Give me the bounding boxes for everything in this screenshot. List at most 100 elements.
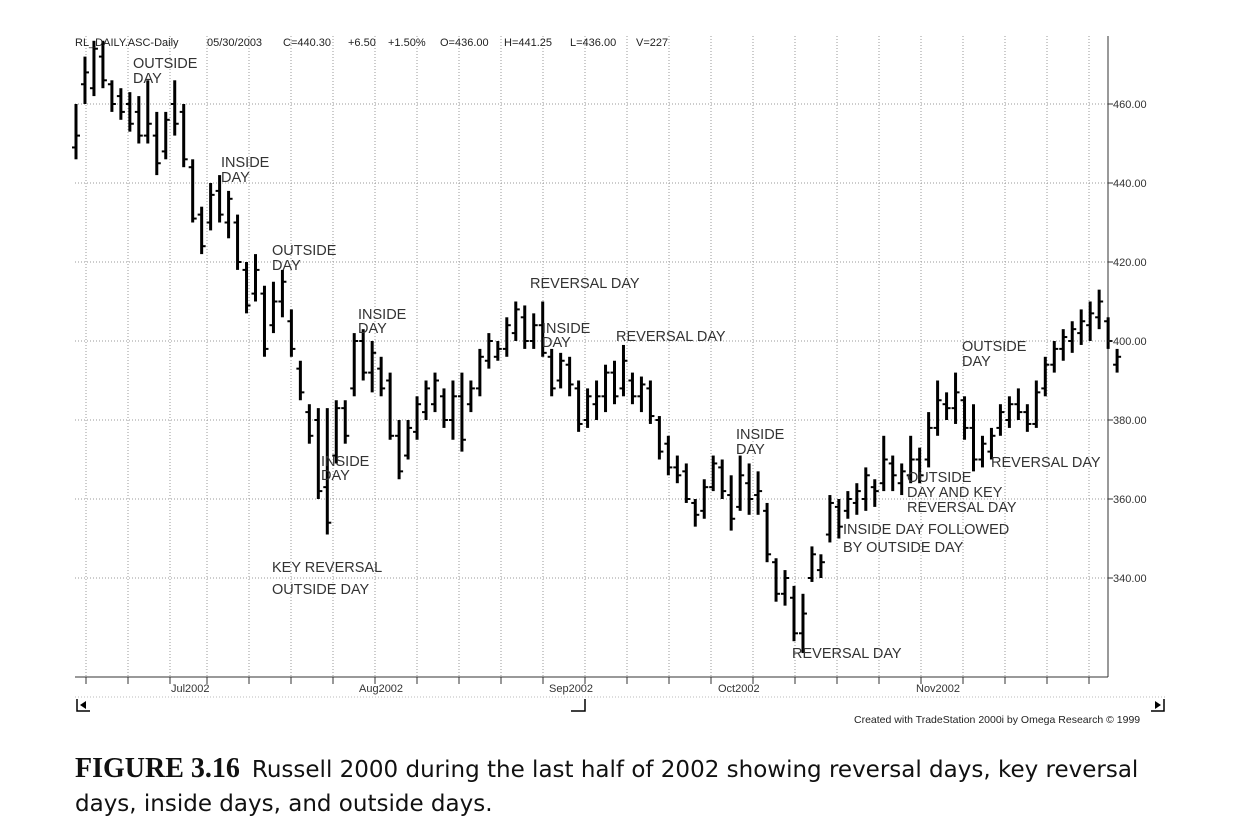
ohlc-bar [565,356,574,397]
annotation-label: OUTSIDE [962,339,1027,355]
header-volume: V=227 [636,37,668,49]
scroll-thumb[interactable] [571,699,586,712]
y-tick-label: 340.00 [1113,573,1147,585]
ohlc-bar [709,455,718,492]
ohlc-bar [395,420,404,480]
ohlc-bar [906,435,915,484]
arrow-left-icon [80,701,86,709]
ohlc-bar [727,475,736,531]
ohlc-bar [1104,317,1113,349]
ohlc-bar [682,463,691,503]
ohlc-bar [152,111,161,176]
ohlc-bar [197,206,206,255]
annotation-label: DAY [962,354,991,370]
header-symbol: RL_DAILY.ASC-Daily [75,37,179,49]
scrollbar[interactable] [75,696,1165,712]
ohlc-bar [484,333,493,369]
ohlc-bar [278,269,287,318]
annotation-label: INSIDE [736,427,785,443]
ohlc-bar [404,420,413,460]
ohlc-bar [233,214,242,270]
annotation-label: DAY [358,321,387,337]
annotation-label: REVERSAL DAY [530,276,640,292]
annotation-label: DAY AND KEY [907,485,1003,501]
y-tick-label: 420.00 [1113,257,1147,269]
ohlc-bar [439,388,448,428]
ohlc-bar [314,408,323,499]
annotation-label: REVERSAL DAY [907,500,1017,516]
ohlc-bar [431,372,439,413]
header-date: 05/30/2003 [207,37,262,49]
ohlc-bar [305,404,314,444]
ohlc-bar [825,495,834,543]
ohlc-bar [448,380,457,440]
ohlc-bar [673,455,682,484]
ohlc-bar [386,372,395,440]
scroll-right-frame [1151,699,1165,712]
ohlc-bar [242,262,251,314]
ohlc-bar [664,435,673,476]
annotations: OUTSIDEDAYINSIDEDAYOUTSIDEDAYINSIDEDAYIN… [133,56,1101,662]
ohlc-bar [143,80,152,144]
grid-lines [75,36,1109,678]
header-change: +6.50 [348,37,376,49]
ohlc-bar [843,491,852,519]
annotation-label: INSIDE [321,454,370,470]
ohlc-bar [502,317,511,357]
ohlc-bar [592,380,601,420]
ohlc-bar [610,360,619,405]
ohlc-bar [951,372,960,424]
ohlc-bar [763,502,772,563]
ohlc-bar [978,435,987,468]
ohlc-bar [323,408,332,535]
x-axis: Jul2002 Aug2002 Sep2002 Oct2002 Nov2002 [85,677,1090,695]
annotation-label: REVERSAL DAY [616,329,726,345]
y-tick-label: 360.00 [1113,494,1147,506]
annotation-label: OUTSIDE DAY [272,582,370,598]
ohlc-bar [475,348,484,397]
x-tick-label: Jul2002 [171,683,210,695]
ohlc-bar [1023,404,1032,432]
y-tick-label: 400.00 [1113,336,1147,348]
price-bars [72,40,1122,654]
ohlc-bar [691,499,700,527]
x-tick-label: Aug2002 [359,683,403,695]
annotation-label: DAY [736,442,765,458]
ohlc-bar [1059,329,1068,361]
scroll-right-button[interactable] [1151,699,1165,712]
ohlc-bar [511,301,520,341]
ohlc-bar [601,364,610,413]
ohlc-bar [107,80,116,112]
annotation-label: DAY [321,468,350,484]
ohlc-bar [1050,341,1059,373]
header-low: L=436.00 [570,37,616,49]
ohlc-bar [422,380,431,420]
ohlc-bar [897,463,906,496]
ohlc-bar [1095,289,1104,330]
ohlc-bar [933,380,942,436]
ohlc-bar [547,348,556,397]
ohlc-bar [215,175,224,223]
ohlc-bar [772,558,781,602]
ohlc-bar [790,585,798,642]
ohlc-bar [924,412,933,468]
ohlc-bar [870,479,879,507]
ohlc-bar [619,344,628,397]
ohlc-bar [879,435,888,492]
ohlc-bar [161,111,170,160]
ohlc-bar [457,372,466,452]
ohlc-bar [269,281,278,334]
ohlc-bar [206,183,215,231]
scroll-left-button[interactable] [76,698,90,712]
ohlc-bar [888,455,897,492]
ohlc-bar [942,392,951,420]
figure-number: FIGURE 3.16 [75,753,240,784]
ohlc-bar [960,396,969,440]
ohlc-bar [89,40,98,97]
ohlc-bar [1005,396,1014,428]
ohlc-bar [754,471,763,515]
ohlc-bar [413,396,422,440]
annotation-label: INSIDE [542,321,591,337]
ohlc-bar [745,463,754,515]
